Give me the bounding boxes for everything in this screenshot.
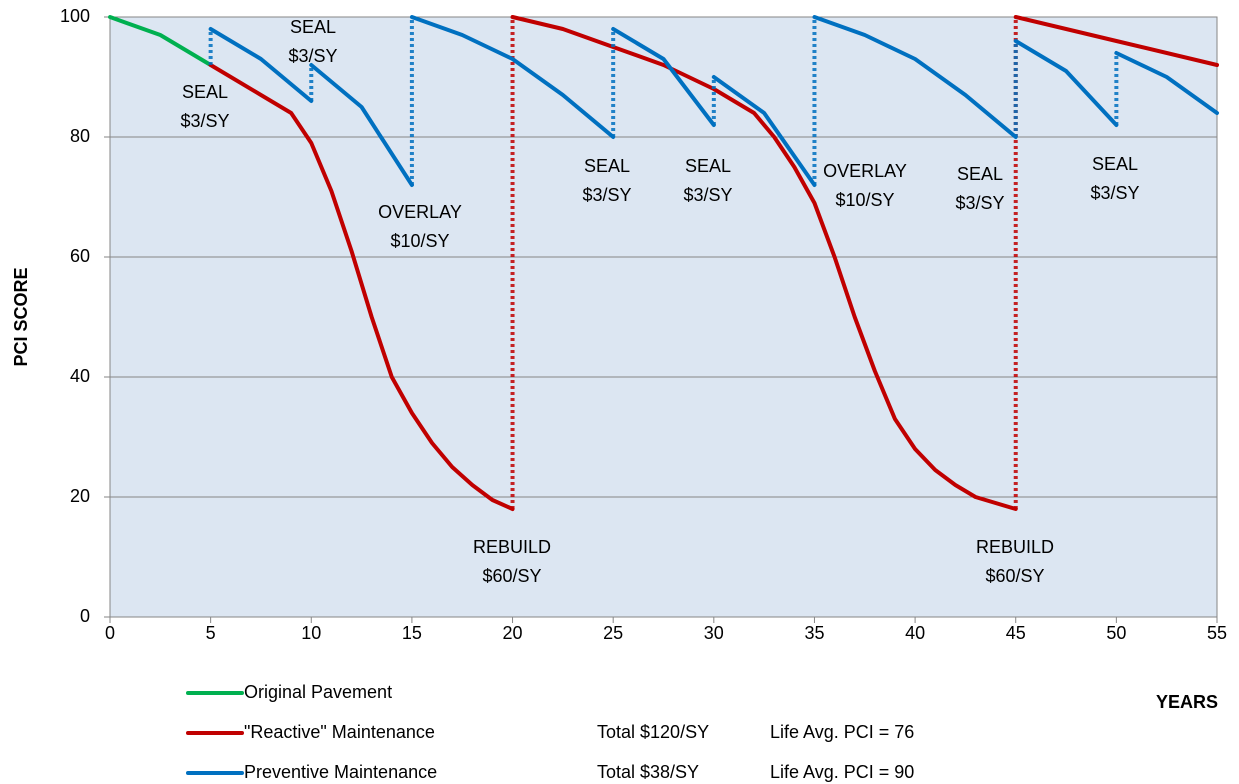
x-tick-label: 40 [905,623,925,643]
x-tick-label: 55 [1207,623,1227,643]
plot-area [109,16,1218,618]
x-tick-label: 5 [206,623,216,643]
x-tick-label: 25 [603,623,623,643]
x-tick-label: 0 [105,623,115,643]
annotation: REBUILD [473,537,551,557]
annotation: SEAL [1092,154,1138,174]
annotation: $60/SY [482,566,541,586]
series-line [409,15,616,139]
series-line [1013,15,1219,67]
series-line [1013,39,1119,127]
y-axis-label: PCI SCORE [11,267,31,366]
annotation: OVERLAY [378,202,462,222]
x-tick-label: 30 [704,623,724,643]
x-tick-label: 10 [301,623,321,643]
x-tick-label: 15 [402,623,422,643]
annotation: $3/SY [683,185,732,205]
series-line [611,27,716,127]
y-tick-label: 0 [80,606,90,626]
y-tick-label: 60 [70,246,90,266]
annotation: $10/SY [390,231,449,251]
annotation: $10/SY [835,190,894,210]
annotation: SEAL [957,164,1003,184]
annotation: $60/SY [985,566,1044,586]
x-tick-label: 35 [804,623,824,643]
x-axis-label: YEARS [1156,692,1218,712]
legend-label: "Reactive" Maintenance [244,722,435,742]
legend-total: Total $38/SY [597,762,699,782]
annotation: SEAL [685,156,731,176]
y-tick-label: 20 [70,486,90,506]
y-tick-label: 40 [70,366,90,386]
series-line [711,75,817,187]
annotation: $3/SY [955,193,1004,213]
series-line [1114,51,1219,115]
annotation: $3/SY [180,111,229,131]
series-line [208,63,515,511]
series-line [108,15,213,67]
legend-life-avg: Life Avg. PCI = 90 [770,762,914,782]
annotation: REBUILD [976,537,1054,557]
legend-life-avg: Life Avg. PCI = 76 [770,722,914,742]
series-line [208,27,314,103]
legend-total: Total $120/SY [597,722,709,742]
annotation: OVERLAY [823,161,907,181]
annotation: SEAL [290,17,336,37]
y-tick-label: 80 [70,126,90,146]
annotation: $3/SY [1090,183,1139,203]
annotation: $3/SY [288,46,337,66]
legend-label: Original Pavement [244,682,392,702]
legend-label: Preventive Maintenance [244,762,437,782]
x-tick-label: 50 [1106,623,1126,643]
x-tick-label: 45 [1006,623,1026,643]
annotation: SEAL [182,82,228,102]
annotation: SEAL [584,156,630,176]
y-tick-label: 100 [60,6,90,26]
annotation: $3/SY [582,185,631,205]
x-tick-label: 20 [503,623,523,643]
series-line [812,15,1018,139]
series-line [309,63,414,187]
series-line [510,15,1018,511]
